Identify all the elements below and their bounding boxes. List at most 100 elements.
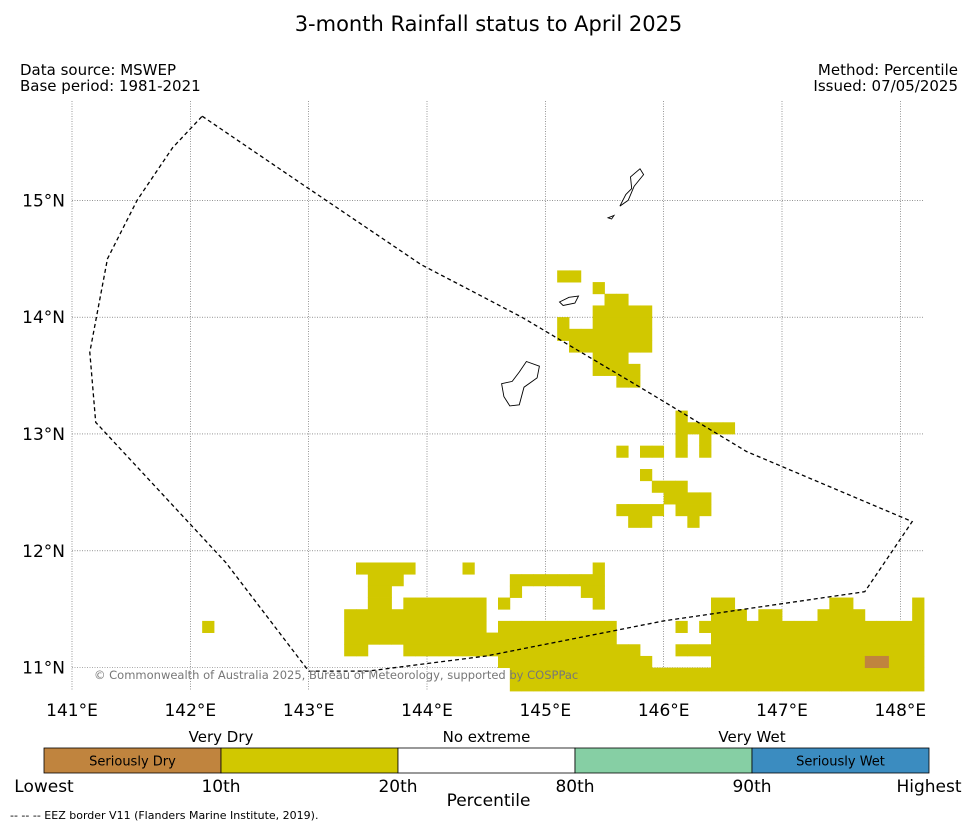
very-dry-cell (450, 644, 463, 657)
very-dry-cell (545, 667, 558, 680)
very-dry-cell (509, 679, 523, 692)
very-dry-cell (853, 644, 866, 657)
island-aguijan (606, 214, 616, 220)
very-dry-cell (604, 667, 617, 680)
very-dry-cell (711, 679, 724, 692)
very-dry-cell (876, 620, 889, 633)
very-dry-cell (864, 620, 878, 633)
very-dry-cell (793, 667, 807, 680)
very-dry-cell (628, 679, 641, 692)
very-dry-cell (770, 632, 783, 645)
very-dry-cell (379, 609, 392, 622)
very-dry-cell (438, 609, 452, 622)
very-dry-cell (533, 679, 546, 692)
very-dry-cell (640, 667, 653, 680)
very-dry-cell (344, 644, 357, 657)
very-dry-cell (580, 574, 594, 587)
very-dry-cell (580, 667, 594, 680)
very-dry-cell (450, 620, 463, 633)
very-dry-cell (912, 667, 925, 680)
legend-box-very-wet (574, 747, 753, 774)
very-dry-cell (604, 620, 617, 633)
copyright-text: © Commonwealth of Australia 2025, Bureau… (94, 668, 579, 682)
very-dry-cell (853, 632, 866, 645)
very-dry-cell (770, 620, 783, 633)
legend-tick-label: 10th (201, 777, 240, 797)
very-dry-cell (415, 597, 428, 610)
very-dry-cell (379, 574, 392, 587)
very-dry-cell (651, 480, 665, 493)
very-dry-cell (557, 317, 570, 330)
very-dry-cell (746, 667, 759, 680)
very-dry-cell (569, 340, 582, 353)
very-dry-cell (356, 609, 369, 622)
very-dry-cell (853, 667, 866, 680)
very-dry-cell (687, 492, 700, 505)
very-dry-cell (628, 504, 641, 517)
very-dry-cell (829, 644, 842, 657)
very-dry-cell (616, 340, 629, 353)
very-dry-cell (367, 609, 381, 622)
very-dry-cell (758, 655, 771, 669)
very-dry-cell (616, 667, 629, 680)
very-dry-cell (817, 632, 830, 645)
very-dry-cell (427, 597, 440, 610)
very-dry-cell (699, 492, 712, 505)
very-dry-cell (427, 609, 440, 622)
very-dry-cell (711, 655, 724, 669)
very-dry-cell (569, 270, 582, 283)
very-dry-cell (699, 445, 712, 458)
very-dry-cell (379, 585, 392, 598)
very-dry-cell (699, 504, 712, 517)
very-dry-cell (533, 632, 546, 645)
very-dry-cell (675, 492, 688, 505)
very-dry-cell (793, 644, 807, 657)
very-dry-cell (415, 644, 428, 657)
very-dry-cell (900, 655, 913, 669)
very-dry-cell (746, 655, 759, 669)
very-dry-cell (344, 609, 357, 622)
very-dry-cell (853, 679, 866, 692)
very-dry-cell (557, 328, 570, 341)
very-dry-cell (841, 667, 854, 680)
very-dry-cell (604, 340, 617, 353)
very-dry-cell (746, 644, 759, 657)
very-dry-cell (640, 469, 653, 482)
very-dry-cell (486, 632, 499, 645)
very-dry-cell (462, 597, 475, 610)
very-dry-cell (829, 620, 842, 633)
very-dry-cell (604, 305, 617, 318)
very-dry-cell (356, 562, 369, 575)
very-dry-cell (628, 655, 641, 669)
very-dry-cell (592, 620, 605, 633)
very-dry-cell (592, 597, 605, 610)
very-dry-cell (580, 679, 594, 692)
very-dry-cell (805, 655, 818, 669)
very-dry-cell (640, 445, 653, 458)
very-dry-cell (367, 632, 381, 645)
very-dry-cell (628, 515, 641, 528)
very-dry-cell (722, 620, 736, 633)
very-dry-cell (391, 574, 404, 587)
very-dry-cell (640, 305, 653, 318)
very-dry-cell (592, 328, 605, 341)
seriously-dry-cell (864, 655, 878, 669)
legend-tick-label: Highest (896, 777, 961, 797)
very-dry-cell (746, 679, 759, 692)
very-dry-cell (367, 562, 381, 575)
very-dry-cell (557, 632, 570, 645)
very-dry-cell (912, 597, 925, 610)
very-dry-cell (521, 620, 534, 633)
very-dry-cell (793, 679, 807, 692)
axis-tick-labels: 141°E 142°E 143°E 144°E 145°E 146°E 147°E 148°E… (22, 191, 926, 721)
very-dry-cell (888, 620, 901, 633)
very-dry-cell (829, 667, 842, 680)
very-dry-cell (640, 317, 653, 330)
very-dry-cell (498, 597, 511, 610)
legend-box-very-dry (220, 747, 399, 774)
very-dry-cell (356, 644, 369, 657)
very-dry-cell (675, 433, 688, 447)
lon-tick-label: 148°E (874, 701, 926, 721)
issued-date-text: Issued: 07/05/2025 (813, 77, 958, 95)
